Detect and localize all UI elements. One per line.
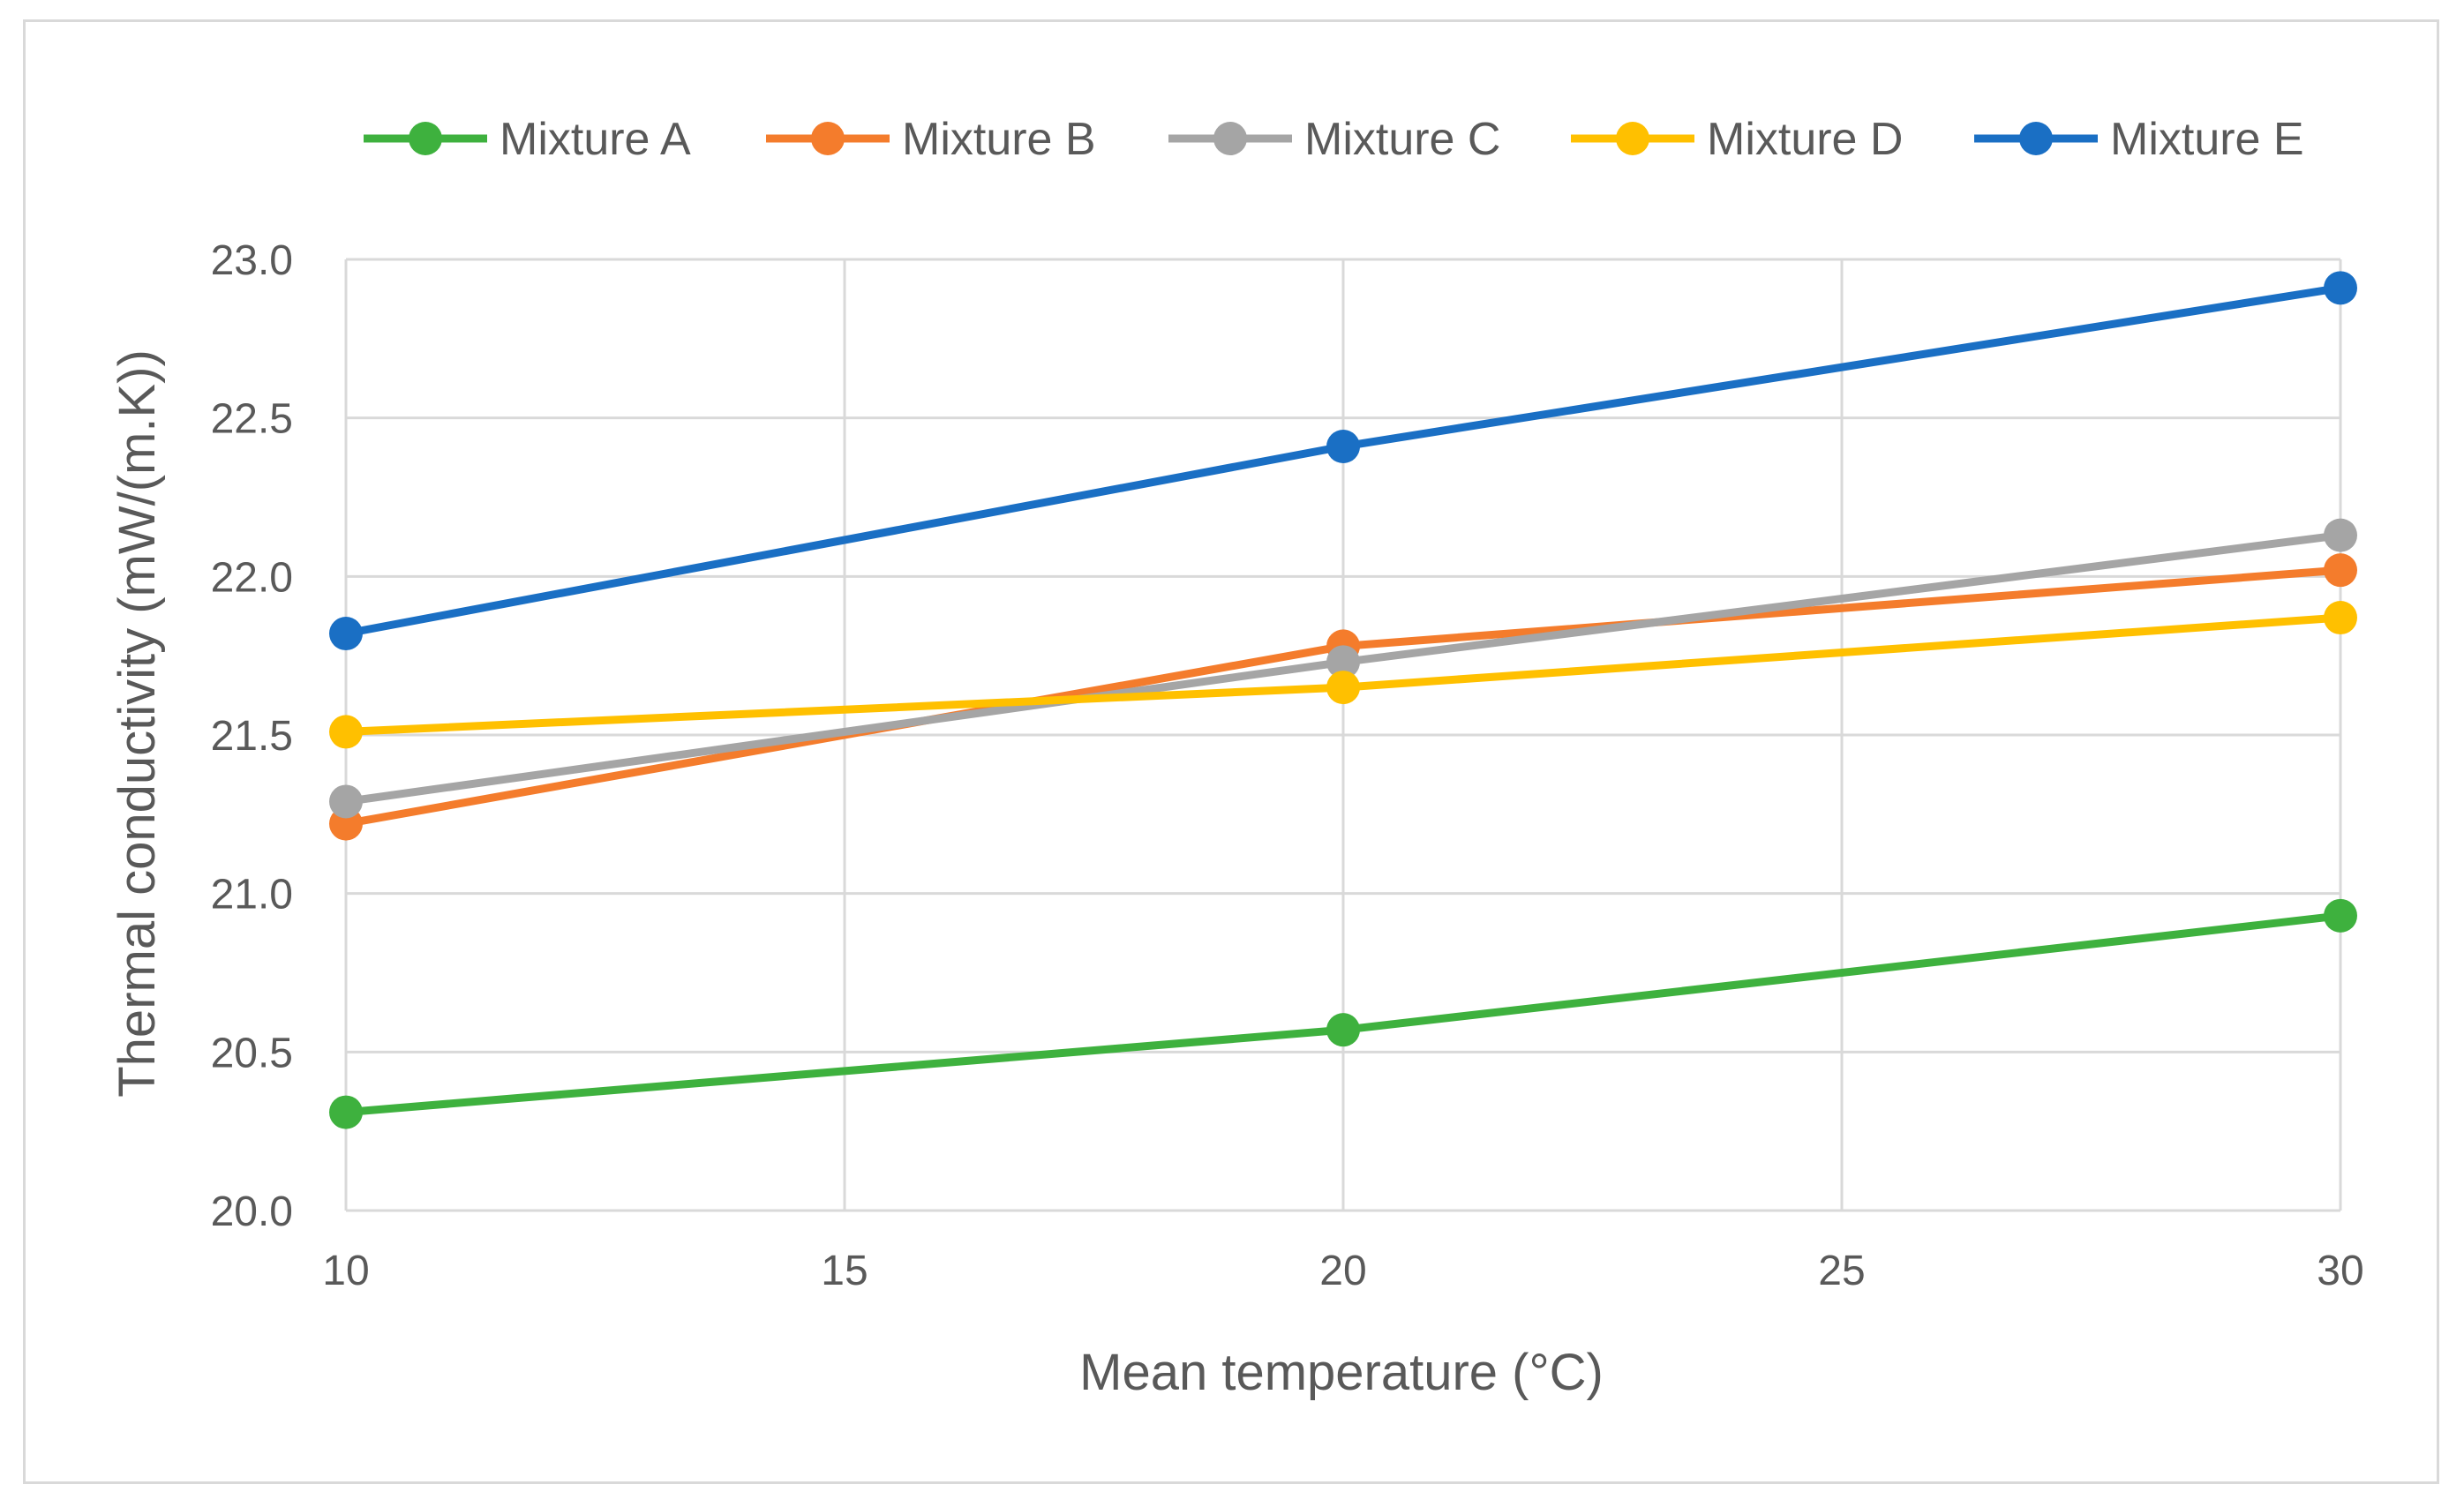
- legend-item-mixture-a: Mixture A: [364, 114, 691, 165]
- series-mixture-e: [329, 271, 2357, 651]
- legend-marker: [2019, 122, 2053, 155]
- y-tick-label: 20.5: [211, 1030, 293, 1076]
- x-axis-title: Mean temperature (°C): [1079, 1344, 1604, 1401]
- legend-label: Mixture C: [1304, 114, 1500, 165]
- data-point-mixture-a: [2324, 898, 2357, 933]
- y-axis-title: Thermal conductivity (mW/(m.K)): [109, 349, 166, 1098]
- y-tick-label: 23.0: [211, 237, 293, 284]
- legend-item-mixture-e: Mixture E: [1974, 114, 2304, 165]
- legend-label: Mixture E: [2110, 114, 2304, 165]
- series-layer: [329, 271, 2357, 1129]
- legend-label: Mixture D: [1707, 114, 1903, 165]
- data-point-mixture-c: [1326, 645, 1360, 679]
- series-mixture-c: [329, 518, 2357, 819]
- y-tick-label: 20.0: [211, 1188, 293, 1235]
- data-point-mixture-d: [1326, 671, 1360, 705]
- x-tick-label: 30: [2317, 1248, 2363, 1294]
- x-axis-ticks: 10 15 20 25 30: [322, 1248, 2363, 1294]
- chart-frame: [23, 19, 2439, 1484]
- data-point-mixture-d: [2324, 601, 2357, 635]
- legend-label: Mixture A: [500, 114, 691, 165]
- legend-item-mixture-c: Mixture C: [1168, 114, 1500, 165]
- x-tick-label: 10: [322, 1248, 369, 1294]
- y-tick-label: 22.0: [211, 554, 293, 601]
- legend-marker: [409, 122, 442, 155]
- y-axis-ticks: 20.0 20.5 21.0 21.5 22.0 22.5 23.0: [211, 237, 293, 1235]
- data-point-mixture-c: [329, 784, 363, 819]
- x-tick-label: 15: [821, 1248, 868, 1294]
- data-point-mixture-a: [329, 1095, 363, 1129]
- series-mixture-d: [329, 601, 2357, 749]
- data-point-mixture-e: [2324, 271, 2357, 305]
- x-tick-label: 25: [1818, 1248, 1865, 1294]
- legend-label: Mixture B: [902, 114, 1096, 165]
- data-point-mixture-a: [1326, 1013, 1360, 1047]
- series-mixture-a: [329, 898, 2357, 1129]
- legend-marker: [811, 122, 845, 155]
- legend-marker: [1616, 122, 1649, 155]
- y-tick-label: 21.0: [211, 872, 293, 918]
- data-point-mixture-c: [2324, 518, 2357, 552]
- data-point-mixture-b: [2324, 553, 2357, 588]
- gridlines: [344, 258, 2342, 1212]
- legend-marker: [1213, 122, 1247, 155]
- legend-item-mixture-d: Mixture D: [1571, 114, 1903, 165]
- data-point-mixture-d: [329, 715, 363, 749]
- legend-item-mixture-b: Mixture B: [766, 114, 1096, 165]
- y-tick-label: 21.5: [211, 713, 293, 760]
- data-point-mixture-e: [1326, 430, 1360, 464]
- legend: Mixture A Mixture B Mixture C Mixture D Mixt…: [364, 114, 2304, 165]
- x-tick-label: 20: [1319, 1248, 1366, 1294]
- y-tick-label: 22.5: [211, 396, 293, 443]
- data-point-mixture-e: [329, 617, 363, 651]
